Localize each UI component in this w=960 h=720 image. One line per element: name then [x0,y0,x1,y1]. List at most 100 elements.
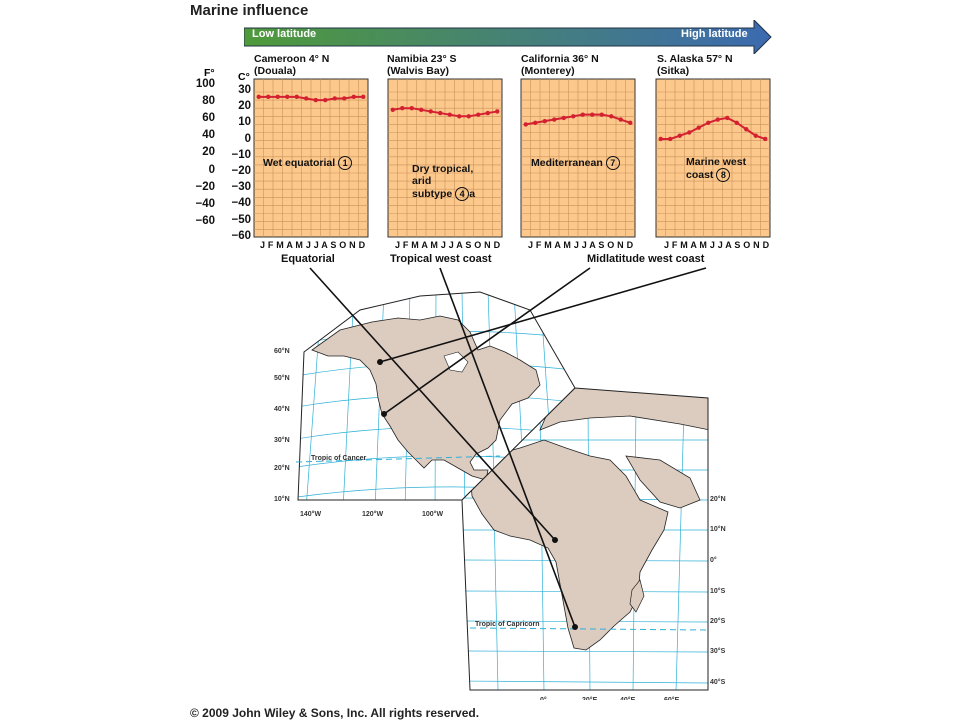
region-label-midlatitude-west-coast: Midlatitude west coast [587,253,705,265]
temperature-point [332,96,337,101]
tropic-of-cancer-label: Tropic of Cancer [311,455,367,462]
celsius-tick-label: 30 [238,84,251,96]
months-axis: J F M A M J J A S O N D [528,240,634,250]
douala-location-dot [552,537,558,543]
na-latitude-label: 30°N [274,436,290,444]
celsius-unit: C° [238,71,250,83]
months-axis: J F M A M J J A S O N D [260,240,366,250]
af-latitude-label: 10°N [710,525,726,533]
panel-title-namibia: Namibia 23° S (Walvis Bay) [387,53,457,77]
temperature-point [599,112,604,117]
af-latitude-label: 0° [710,556,717,564]
climate-charts [253,78,771,238]
temperature-point [438,110,443,116]
af-latitude-label: 30°S [710,647,726,655]
na-latitude-label: 60°N [274,347,290,355]
monterey-location-dot [381,411,387,417]
region-label-tropical-west-coast: Tropical west coast [390,253,492,265]
climate-chart-2 [387,78,503,238]
celsius-tick-label: −50 [231,213,251,226]
celsius-tick-label: 0 [244,132,251,145]
na-latitude-label: 50°N [274,374,290,382]
temperature-point [447,112,452,117]
temperature-point [485,110,490,116]
copyright-notice: © 2009 John Wiley & Sons, Inc. All right… [190,706,480,720]
climate-label-marine-west-coast: Marine west coast 8 [686,156,747,182]
na-latitude-label: 10°N [274,495,290,503]
celsius-tick-label: −60 [231,229,251,242]
climate-chart-1 [253,78,369,238]
temperature-point [390,107,395,113]
low-latitude-label: Low latitude [252,28,317,40]
temperature-point [285,94,290,100]
celsius-tick-label: 20 [238,100,251,113]
fahrenheit-tick-label: −40 [195,197,215,210]
latitude-arrow [244,20,772,54]
af-latitude-label: 10°S [710,587,726,595]
temperature-point [361,94,366,100]
world-map: 60°N 50°N 40°N 30°N 20°N 10°N 140°W 120°W 100°W 2… [274,267,726,700]
temperature-point [304,96,309,101]
temperature-point [725,115,730,121]
af-latitude-label: 40°S [710,678,726,686]
temperature-point [342,96,347,101]
temperature-point [744,127,749,132]
temperature-point [495,109,500,114]
high-latitude-label: High latitude [681,28,748,40]
na-latitude-label: 20°N [274,464,290,472]
temperature-point [763,136,768,142]
temperature-point [687,130,692,135]
temperature-point [351,94,356,100]
temperature-point [618,117,623,122]
leader-lines [309,267,707,628]
temperature-point [275,94,280,100]
celsius-tick-label: −20 [231,165,251,177]
temperature-point [400,106,405,111]
figure-title: Marine influence [190,2,309,19]
temperature-point [457,114,462,119]
na-longitude-label: 140°W [300,510,321,518]
panel-title-california: California 36° N (Monterey) [521,53,599,77]
temperature-point [706,120,711,125]
fahrenheit-tick-label: 20 [202,146,215,159]
temperature-point [580,112,585,117]
na-latitude-label: 40°N [274,405,290,413]
celsius-tick-label: −40 [231,197,251,210]
temperature-point [266,94,271,100]
temperature-point [294,94,299,100]
temperature-point [552,117,557,122]
tropic-of-capricorn-label: Tropic of Capricorn [475,621,540,628]
fahrenheit-tick-label: 0 [208,163,215,176]
fahrenheit-tick-label: 40 [202,129,215,142]
temperature-point [409,106,414,111]
af-longitude-label: 60°E [664,696,680,700]
africa-landmass [469,439,669,651]
temperature-point [419,107,424,113]
climate-number-badge: 4 [455,187,470,201]
temperature-point [753,133,758,138]
celsius-tick-label: −10 [231,148,251,161]
north-america-landmass [311,315,541,481]
temperature-point [658,136,663,142]
fahrenheit-tick-label: 100 [195,78,215,90]
temperature-point [561,115,566,121]
af-latitude-label: 20°S [710,617,726,625]
panel-title-cameroon: Cameroon 4° N (Douala) [254,53,330,77]
temperature-point [323,97,328,103]
climate-number-badge: 7 [605,156,620,170]
madagascar [629,579,645,613]
fahrenheit-tick-label: −60 [195,214,215,227]
celsius-tick-label: −30 [231,181,251,194]
arabia-landmass [625,455,701,509]
climate-label-mediterranean: Mediterranean 7 [531,156,620,170]
temperature-point [668,136,673,142]
climate-chart-4 [655,78,771,238]
af-longitude-label: 40°E [620,696,636,700]
walvis-bay-location-dot [572,624,578,630]
months-axis: J F M A M J J A S O N D [664,240,770,250]
celsius-tick-label: 10 [238,116,251,129]
temperature-point [571,114,576,119]
months-axis: J F M A M J J A S O N D [395,240,501,250]
climate-number-badge: 8 [716,168,731,182]
